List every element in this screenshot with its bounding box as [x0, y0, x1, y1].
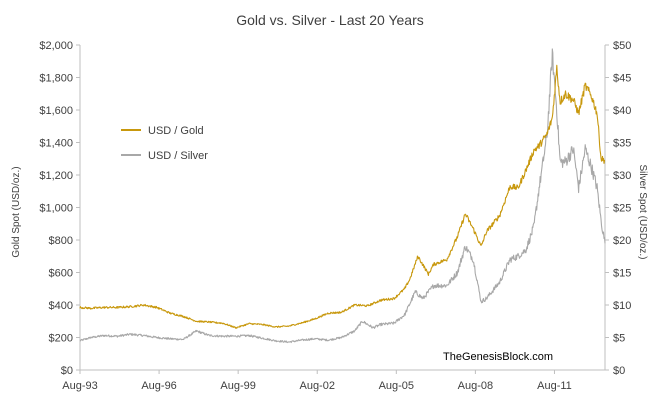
- left-axis-ticks: $0 $200 $400 $600 $800 $1,000 $1,200 $1,400 $1,6…: [39, 40, 80, 377]
- left-tick-label: $1,200: [39, 170, 73, 182]
- x-tick-label: Aug-05: [379, 380, 414, 392]
- left-tick-label: $0: [61, 365, 73, 377]
- left-axis-label: Gold Spot (USD/oz.): [11, 166, 22, 257]
- x-tick-label: Aug-08: [458, 380, 493, 392]
- x-axis-ticks: Aug-93 Aug-96 Aug-99 Aug-02 Aug-05 Aug-08 Aug-…: [62, 370, 572, 392]
- right-tick-label: $5: [613, 333, 625, 345]
- left-tick-label: $1,600: [39, 105, 73, 117]
- right-axis-ticks: $0 $5 $10 $15 $20 $25 $30 $35 $40 $45 $50: [605, 40, 631, 377]
- right-tick-label: $0: [613, 365, 625, 377]
- legend: USD / Gold USD / Silver: [121, 125, 208, 162]
- right-axis-label: Silver Spot (USD/oz.): [637, 164, 648, 259]
- left-tick-label: $200: [49, 333, 73, 345]
- x-tick-label: Aug-11: [537, 380, 572, 392]
- left-tick-label: $600: [49, 268, 73, 280]
- x-tick-label: Aug-93: [62, 380, 97, 392]
- gold-price-line: [79, 64, 606, 329]
- left-tick-label: $2,000: [39, 40, 73, 52]
- watermark: TheGenesisBlock.com: [443, 351, 553, 363]
- x-tick-label: Aug-02: [299, 380, 334, 392]
- x-tick-label: Aug-96: [141, 380, 176, 392]
- right-tick-label: $45: [613, 73, 631, 85]
- right-tick-label: $30: [613, 170, 631, 182]
- left-tick-label: $800: [49, 235, 73, 247]
- series-lines: [79, 48, 606, 344]
- right-tick-label: $35: [613, 138, 631, 150]
- legend-gold-label: USD / Gold: [148, 125, 204, 137]
- right-tick-label: $25: [613, 203, 631, 215]
- silver-price-line: [79, 48, 606, 344]
- plot-area: [79, 45, 606, 371]
- x-tick-label: Aug-99: [220, 380, 255, 392]
- right-tick-label: $40: [613, 105, 631, 117]
- left-tick-label: $400: [49, 300, 73, 312]
- left-tick-label: $1,000: [39, 203, 73, 215]
- right-tick-label: $15: [613, 268, 631, 280]
- left-tick-label: $1,800: [39, 73, 73, 85]
- right-tick-label: $20: [613, 235, 631, 247]
- chart-title: Gold vs. Silver - Last 20 Years: [236, 12, 424, 28]
- right-tick-label: $10: [613, 300, 631, 312]
- right-tick-label: $50: [613, 40, 631, 52]
- legend-silver-label: USD / Silver: [148, 150, 208, 162]
- left-tick-label: $1,400: [39, 138, 73, 150]
